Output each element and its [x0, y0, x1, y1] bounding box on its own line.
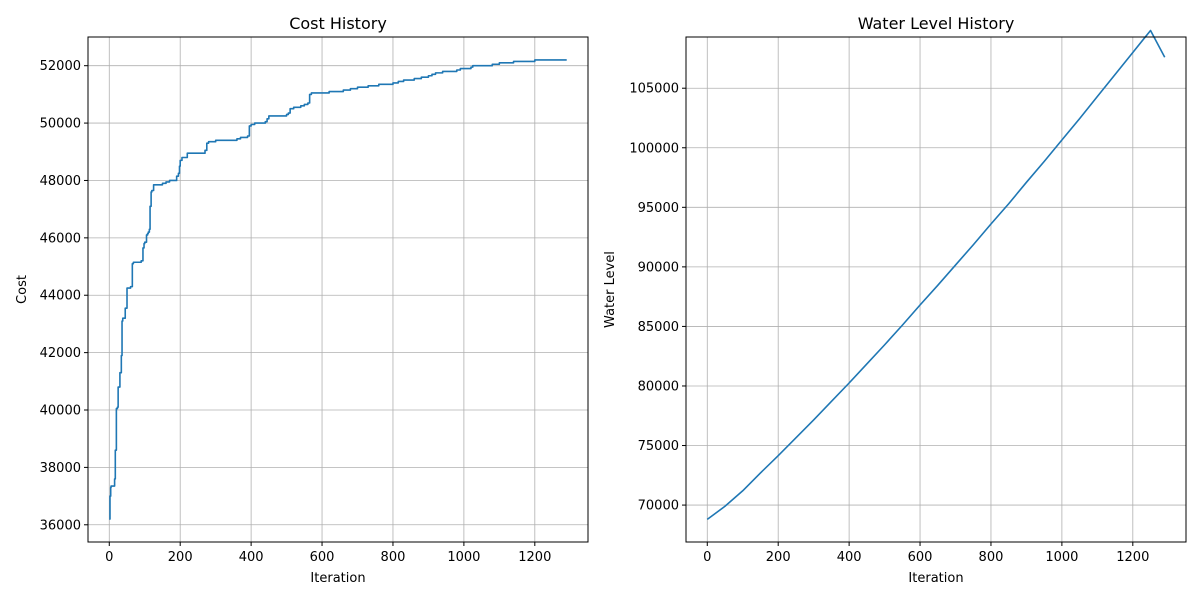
water-y-tick-label: 105000 — [629, 82, 679, 97]
water-y-tick-label: 70000 — [638, 499, 679, 514]
cost-x-tick-label: 800 — [381, 550, 406, 565]
water-x-tick-label: 1000 — [1045, 550, 1078, 565]
cost-y-ticks: 36000 38000 40000 42000 44000 46000 48000 50000… — [40, 59, 88, 533]
cost-plot-frame — [87, 36, 589, 543]
cost-y-tick-label: 44000 — [40, 289, 81, 304]
water-grid — [686, 37, 1186, 542]
cost-x-tick-label: 400 — [239, 550, 264, 565]
water-plot-frame — [685, 36, 1187, 543]
water-x-tick-label: 600 — [908, 550, 933, 565]
cost-y-tick-label: 50000 — [40, 117, 81, 132]
water-y-tick-label: 100000 — [629, 141, 679, 156]
cost-y-tick-label: 36000 — [40, 518, 81, 533]
cost-line-layer — [109, 59, 567, 520]
water-x-tick-label: 0 — [703, 550, 711, 565]
cost-history-chart: 0 200 400 600 800 1000 1200 36000 38000 40000 420… — [15, 14, 589, 586]
cost-grid — [88, 37, 588, 542]
water-chart-title: Water Level History — [858, 14, 1015, 33]
cost-chart-title: Cost History — [289, 14, 387, 33]
water-y-tick-label: 80000 — [638, 379, 679, 394]
cost-x-axis-label: Iteration — [310, 571, 365, 586]
cost-x-tick-label: 1000 — [447, 550, 480, 565]
water-x-tick-label: 800 — [979, 550, 1004, 565]
water-y-tick-label: 90000 — [638, 260, 679, 275]
cost-y-tick-label: 46000 — [40, 231, 81, 246]
cost-x-ticks: 0 200 400 600 800 1000 1200 — [105, 542, 551, 565]
water-series-line — [706, 29, 1166, 521]
water-y-axis-label: Water Level — [603, 251, 618, 328]
cost-x-tick-label: 200 — [168, 550, 193, 565]
water-line-layer — [706, 29, 1166, 521]
cost-y-axis-label: Cost — [15, 275, 30, 304]
cost-x-tick-label: 600 — [310, 550, 335, 565]
water-x-axis-label: Iteration — [908, 571, 963, 586]
cost-x-tick-label: 1200 — [518, 550, 551, 565]
cost-y-tick-label: 40000 — [40, 404, 81, 419]
water-level-history-chart: 0 200 400 600 800 1000 1200 70000 75000 80000 850… — [603, 14, 1187, 586]
cost-y-tick-label: 52000 — [40, 59, 81, 74]
cost-y-tick-label: 42000 — [40, 346, 81, 361]
cost-y-tick-label: 38000 — [40, 461, 81, 476]
water-x-tick-label: 200 — [766, 550, 791, 565]
cost-series-line — [109, 59, 567, 520]
water-y-tick-label: 75000 — [638, 439, 679, 454]
water-x-tick-label: 400 — [837, 550, 862, 565]
cost-y-tick-label: 48000 — [40, 174, 81, 189]
water-y-ticks: 70000 75000 80000 85000 90000 95000 100000 1050… — [629, 82, 686, 514]
water-x-ticks: 0 200 400 600 800 1000 1200 — [703, 542, 1149, 565]
water-y-tick-label: 85000 — [638, 320, 679, 335]
cost-x-tick-label: 0 — [105, 550, 113, 565]
water-x-tick-label: 1200 — [1116, 550, 1149, 565]
water-y-tick-label: 95000 — [638, 201, 679, 216]
